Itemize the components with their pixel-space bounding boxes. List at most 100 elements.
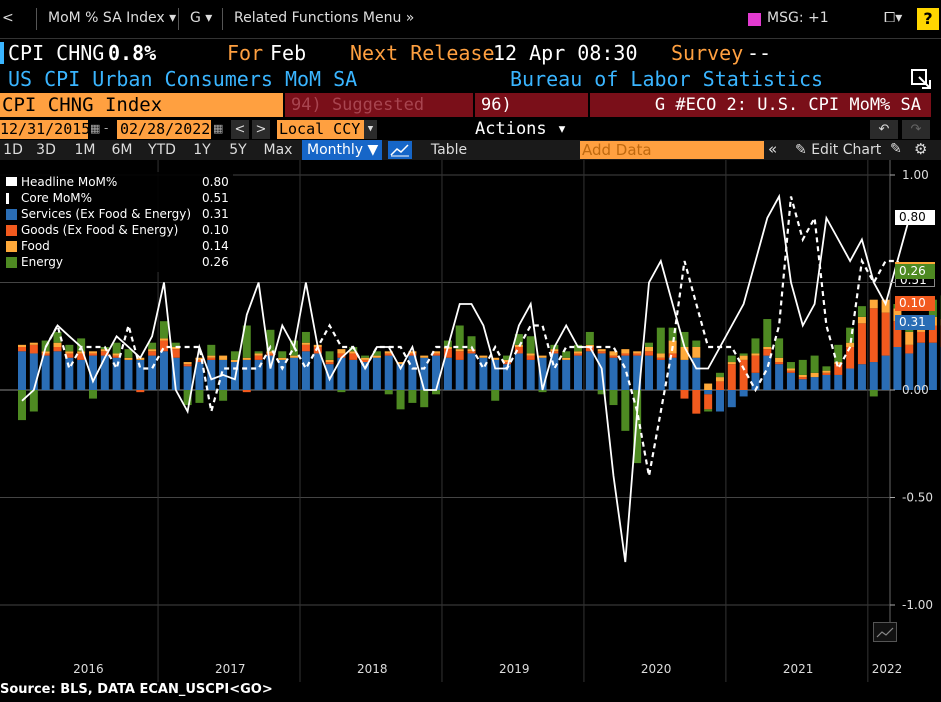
- period-3d[interactable]: 3D: [36, 142, 56, 158]
- edit-chart-button[interactable]: ✎ Edit Chart: [795, 140, 885, 160]
- bar-segment: [207, 355, 216, 358]
- suggested-charts-button[interactable]: 94) Suggested Charts: [285, 93, 473, 139]
- x-axis-label: 2020: [640, 662, 672, 676]
- bar-segment: [349, 359, 358, 390]
- bar-segment: [786, 370, 795, 373]
- period-5y[interactable]: 5Y: [229, 142, 247, 158]
- bar-segment: [266, 353, 275, 356]
- period-1y[interactable]: 1Y: [193, 142, 211, 158]
- currency-select[interactable]: Local CCY ▼: [277, 120, 377, 139]
- g-menu[interactable]: G ▾: [190, 10, 213, 26]
- bar-segment: [751, 372, 760, 390]
- bar-segment: [692, 347, 701, 358]
- bar-segment: [869, 390, 878, 397]
- bar-segment: [361, 362, 370, 390]
- bar-segment: [562, 351, 571, 358]
- bar-segment: [432, 351, 441, 354]
- bar-segment: [195, 362, 204, 390]
- legend-swatch: [6, 225, 17, 236]
- calendar-icon[interactable]: ▦: [213, 122, 224, 135]
- chart-title-bar: G #ECO 2: U.S. CPI MoM% SA: [590, 93, 931, 117]
- period-1m[interactable]: 1M: [74, 142, 96, 158]
- bar-segment: [396, 364, 405, 390]
- bar-segment: [41, 351, 50, 354]
- bar-segment: [65, 353, 74, 358]
- bar-segment: [384, 351, 393, 354]
- gear-icon[interactable]: ⚙: [914, 140, 928, 158]
- next-period-button[interactable]: >: [252, 120, 270, 139]
- x-axis-label: 2022: [871, 662, 903, 676]
- x-axis-label: 2017: [215, 662, 246, 676]
- y-tick-label: 1.00: [902, 168, 929, 182]
- msg-icon[interactable]: [748, 13, 761, 26]
- x-axis-label: 2016: [73, 662, 104, 676]
- bar-segment: [88, 390, 97, 399]
- edit-icon[interactable]: ✎: [890, 141, 902, 157]
- chart-zoom-icon[interactable]: [873, 622, 897, 642]
- bar-segment: [77, 359, 86, 390]
- window-menu-icon[interactable]: ⧠▾: [884, 10, 903, 26]
- add-data-input[interactable]: Add Data: [580, 141, 764, 159]
- period-6m[interactable]: 6M: [111, 142, 133, 158]
- survey-label: Survey: [671, 41, 744, 65]
- currency-value: Local CCY: [279, 120, 361, 138]
- line-series: [21, 193, 911, 563]
- bar-segment: [29, 390, 38, 412]
- undo-icon[interactable]: ↶: [870, 120, 898, 139]
- bar-segment: [455, 325, 464, 350]
- bar-segment: [609, 355, 618, 358]
- start-date-input[interactable]: 12/31/2015: [0, 120, 90, 139]
- ticker-name: CPI CHNG: [8, 41, 105, 65]
- legend-label: Core MoM%: [21, 191, 93, 205]
- bar-segment: [621, 355, 630, 390]
- related-functions-menu[interactable]: Related Functions Menu »: [234, 10, 415, 26]
- bar-segment: [183, 364, 192, 367]
- bar-segment: [301, 331, 310, 343]
- help-button[interactable]: ?: [917, 8, 939, 30]
- calendar-icon[interactable]: ▦: [90, 122, 101, 135]
- popout-icon[interactable]: [910, 68, 932, 90]
- next-release-label: Next Release: [350, 41, 495, 65]
- msg-button[interactable]: MSG: +1: [767, 10, 829, 26]
- period-1d[interactable]: 1D: [3, 142, 23, 158]
- bar-segment: [301, 344, 310, 352]
- collapse-icon[interactable]: «: [768, 140, 778, 158]
- table-button[interactable]: Table: [430, 142, 468, 158]
- bar-segment: [219, 390, 228, 401]
- legend-swatch: [6, 241, 17, 252]
- line-chart-icon[interactable]: [388, 141, 412, 159]
- bar-segment: [242, 390, 251, 393]
- bar-segment: [881, 299, 890, 313]
- actions-menu[interactable]: 96) Actions ▾: [475, 93, 588, 139]
- security-input[interactable]: CPI CHNG Index: [0, 93, 283, 117]
- bar-segment: [408, 351, 417, 354]
- bar-segment: [668, 353, 677, 358]
- frequency-select[interactable]: Monthly ▼: [302, 140, 382, 160]
- bar-segment: [396, 362, 405, 365]
- bar-segment: [408, 355, 417, 390]
- back-icon[interactable]: <: [2, 10, 14, 26]
- bar-segment: [550, 351, 559, 354]
- bar-segment: [822, 366, 831, 371]
- bar-segment: [869, 299, 878, 309]
- bar-segment: [786, 372, 795, 390]
- bar-segment: [739, 390, 748, 397]
- index-menu[interactable]: MoM % SA Index ▾: [48, 10, 177, 26]
- bar-segment: [668, 327, 677, 341]
- bar-segment: [633, 390, 642, 464]
- value-tag: 0.80: [895, 210, 935, 225]
- bar-segment: [337, 353, 346, 358]
- bar-segment: [171, 342, 180, 347]
- actions-label: 96) Actions ▾: [475, 95, 568, 139]
- legend-swatch: [6, 193, 13, 204]
- period-ytd[interactable]: YTD: [148, 142, 176, 158]
- end-date-input[interactable]: 02/28/2022: [117, 120, 211, 139]
- period-max[interactable]: Max: [263, 142, 293, 158]
- bar-segment: [869, 308, 878, 363]
- bar-segment: [668, 357, 677, 390]
- redo-icon[interactable]: ↷: [902, 120, 930, 139]
- bar-segment: [432, 390, 441, 395]
- bar-segment: [857, 364, 866, 390]
- bar-segment: [893, 308, 902, 322]
- prev-period-button[interactable]: <: [231, 120, 249, 139]
